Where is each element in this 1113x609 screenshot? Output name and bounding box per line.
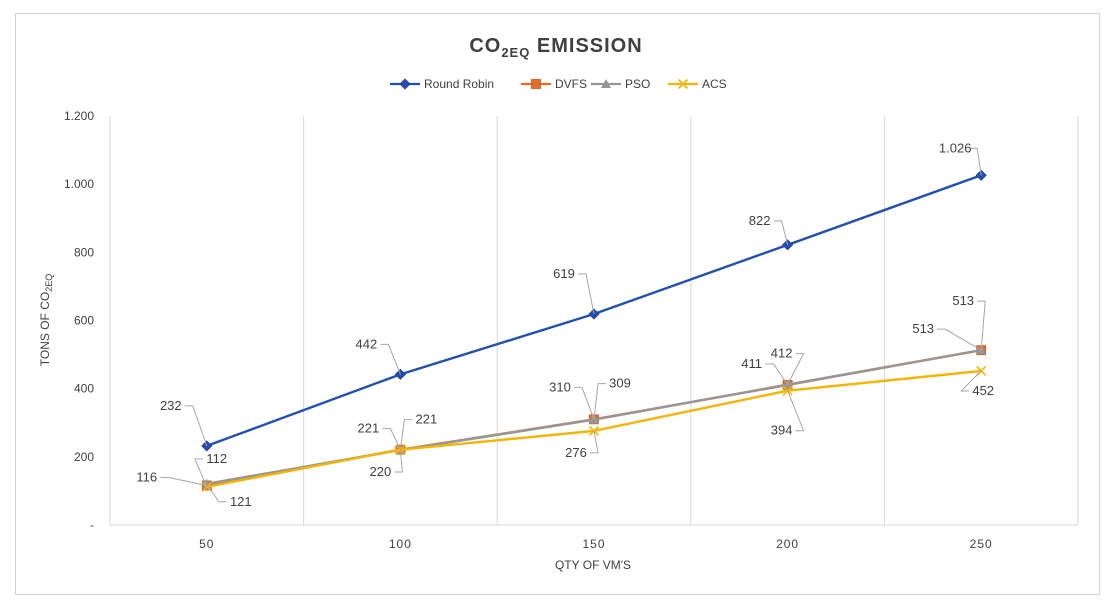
label-leader-line: [959, 370, 982, 392]
legend: Round Robin DVFS PSO ACS: [390, 77, 727, 91]
data-label: 513: [952, 293, 974, 308]
x-tick-label: 250: [970, 537, 993, 551]
data-label: 412: [771, 346, 793, 361]
data-point-marker: [201, 481, 212, 492]
data-label: 309: [609, 376, 631, 391]
label-leader-line: [977, 300, 986, 351]
label-leader-line: [969, 147, 982, 176]
x-tick-label: 50: [199, 537, 214, 551]
y-axis-label: TONS OF CO2EQ: [38, 274, 54, 366]
data-label: 112: [206, 451, 227, 466]
label-leader-line: [787, 353, 805, 385]
label-leader-line: [593, 383, 606, 420]
label-leader-line: [194, 458, 208, 488]
label-leader-line: [937, 328, 982, 351]
data-label: 221: [358, 421, 380, 436]
data-label: 513: [912, 321, 934, 336]
label-leader-line: [590, 430, 599, 454]
y-tick-label: -: [90, 518, 94, 532]
series-line-acs: [206, 369, 982, 489]
legend-entry: Round Robin: [424, 77, 494, 91]
label-leader-line: [787, 390, 805, 432]
data-label: 116: [136, 469, 157, 484]
x-axis-label: QTY OF VM'S: [555, 558, 631, 572]
data-label: 121: [230, 494, 252, 509]
legend-marker: [677, 78, 689, 90]
y-tick-label: 1.000: [64, 177, 94, 191]
data-label: 220: [370, 464, 392, 479]
label-leader-line: [578, 273, 595, 315]
legend-entry: ACS: [702, 77, 727, 91]
label-leader-line: [394, 449, 403, 473]
data-label: 411: [741, 356, 762, 371]
y-tick-label: 600: [74, 314, 94, 328]
gridlines: [109, 116, 1079, 526]
y-tick-label: 800: [74, 245, 94, 259]
data-label: 1.026: [939, 140, 972, 155]
chart-frame: [15, 13, 1100, 595]
x-tick-label: 150: [582, 537, 605, 551]
label-leader-line: [380, 343, 401, 375]
label-leader-line: [773, 220, 789, 245]
data-labels-layer: 232 442 619 822 1.026 116 221 310 411 513 121 220 30…: [136, 140, 994, 508]
x-axis-ticks: 50 100 150 200 250: [199, 537, 993, 551]
data-label: 221: [416, 412, 438, 427]
data-label: 452: [972, 383, 994, 398]
legend-entry: DVFS: [555, 77, 587, 91]
data-label: 394: [771, 423, 793, 438]
label-leader-line: [184, 405, 208, 447]
data-label: 619: [553, 266, 575, 281]
legend-marker: [399, 78, 411, 90]
label-leader-line: [765, 363, 789, 386]
series-layer: [201, 169, 987, 492]
x-tick-label: 200: [776, 537, 799, 551]
data-label: 822: [749, 213, 771, 228]
label-leader-line: [399, 419, 413, 450]
x-tick-label: 100: [389, 537, 412, 551]
label-leader-line: [206, 483, 227, 503]
y-tick-label: 1.200: [64, 109, 94, 123]
data-point-marker: [395, 444, 406, 455]
data-label: 442: [356, 336, 378, 351]
legend-marker: [601, 79, 611, 88]
data-label: 276: [565, 445, 587, 460]
chart-title: CO2EQ EMISSION: [469, 35, 642, 60]
legend-marker: [531, 79, 541, 89]
legend-entry: PSO: [625, 77, 650, 91]
y-tick-label: 200: [74, 450, 94, 464]
data-label: 310: [549, 379, 571, 394]
label-leader-line: [574, 386, 595, 420]
y-tick-label: 400: [74, 382, 94, 396]
y-axis-ticks: - 200 400 600 800 1.000 1.200: [64, 109, 94, 532]
data-label: 232: [160, 398, 182, 413]
label-leader-line: [160, 476, 207, 486]
label-leader-line: [382, 428, 401, 450]
